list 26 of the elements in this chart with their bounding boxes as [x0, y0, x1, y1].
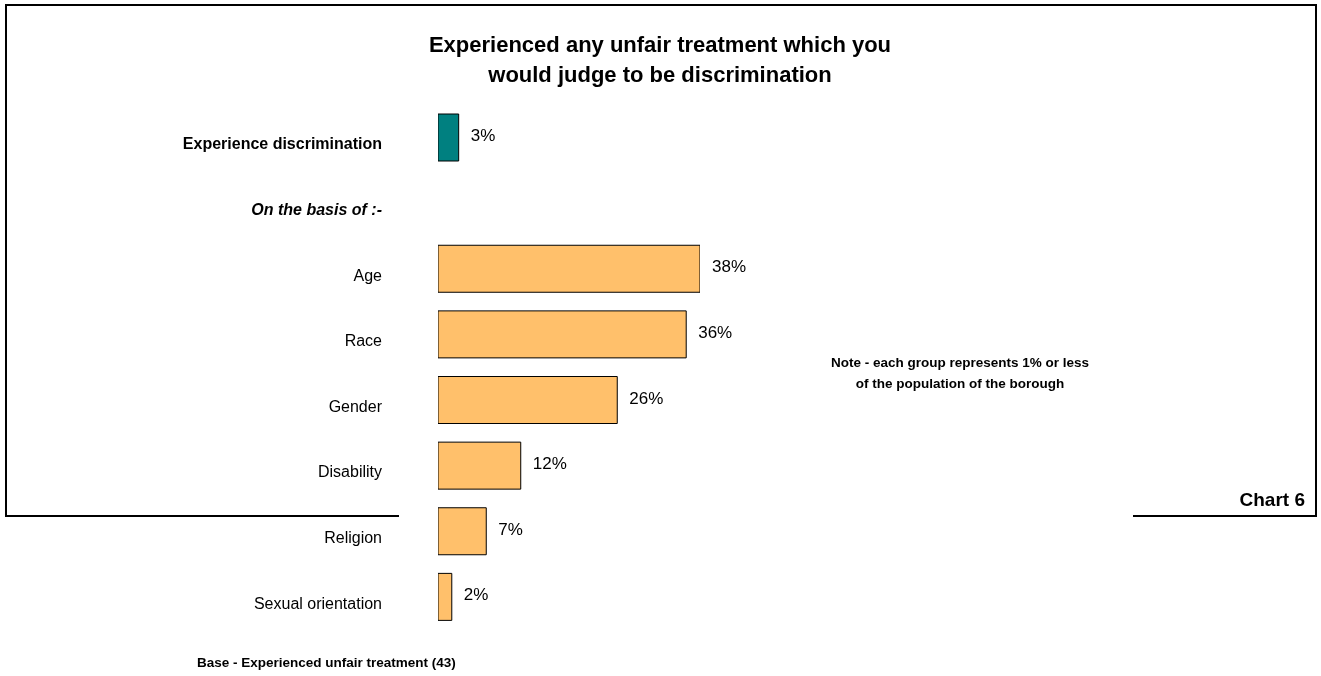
bar: [438, 507, 487, 556]
data-label: 12%: [532, 454, 567, 474]
data-label: 3%: [470, 126, 496, 145]
bar: [438, 376, 618, 424]
y-tick-label: Age: [353, 266, 383, 284]
text: Note - each group represents 1% or less of the population of the borough: [829, 354, 1091, 393]
y-tick-label: On the basis of :-: [251, 200, 382, 218]
data-label: 36%: [698, 322, 733, 342]
y-tick-label: Religion: [324, 529, 382, 547]
data-label: 7%: [498, 519, 523, 539]
chart-title: Experienced any unfair treatment which you would judge to be discrimination: [427, 31, 893, 89]
y-tick-label: Disability: [317, 463, 382, 481]
y-tick-label: Sexual orientation: [253, 594, 382, 612]
data-label: 38%: [712, 257, 747, 277]
bar: [438, 310, 687, 359]
bar: [438, 244, 700, 293]
bar: [438, 113, 460, 162]
caption: Chart 6: [1238, 488, 1305, 512]
y-tick-label: Experience discrimination: [182, 135, 382, 153]
bar: [438, 572, 453, 621]
bar: [438, 441, 522, 490]
text: Base - Experienced unfair treatment (43): [197, 654, 457, 672]
y-tick-label: Race: [344, 332, 383, 350]
data-label: 26%: [629, 388, 664, 408]
y-tick-label: Gender: [328, 397, 383, 415]
data-label: 2%: [463, 585, 489, 605]
